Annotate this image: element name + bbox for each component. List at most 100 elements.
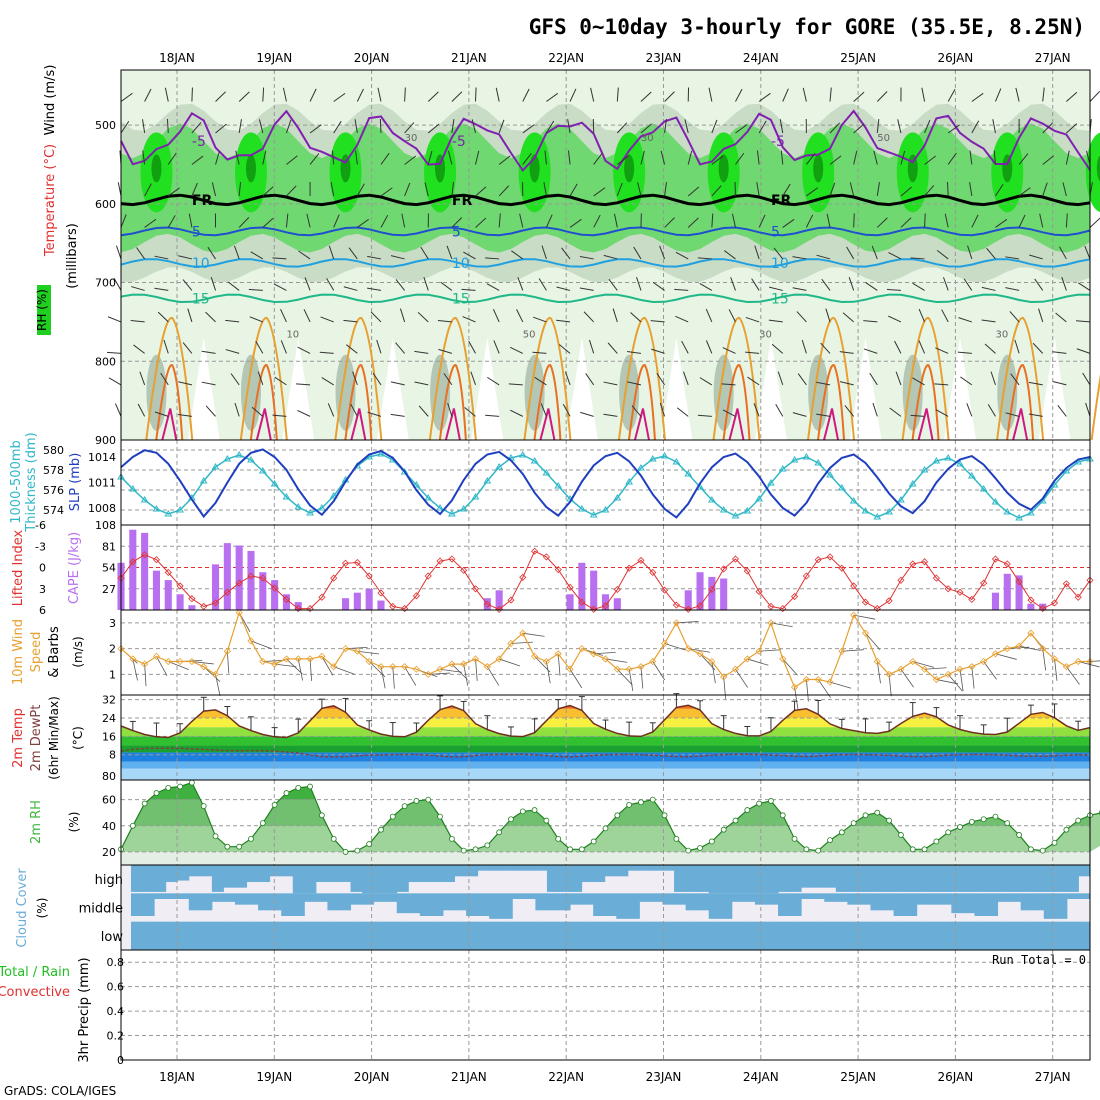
- cloud-bar: [419, 865, 432, 882]
- wind-barb: [485, 257, 500, 260]
- lifted-index-marker: [1050, 599, 1059, 607]
- wind-barb: [651, 348, 665, 354]
- wind-speed-marker: [885, 670, 893, 678]
- cloud-bar: [292, 865, 305, 894]
- temperature-contour-30: [444, 408, 461, 441]
- cloud-bar: [546, 921, 560, 950]
- bottom-date-labels: 18JAN 19JAN 20JAN 21JAN 22JAN 23JAN 24JAN 25JAN…: [159, 1070, 1070, 1084]
- cloud-bar: [662, 893, 675, 905]
- precip-tick-label: 0.8: [107, 956, 125, 969]
- temperature-contour-label: FR: [771, 193, 792, 209]
- cross-section-panel: -5 -5 -5 FR FR FR 5 5 5 10 10 10 15 15 15 10 30 50 30 30 50 3…: [35, 65, 1100, 447]
- thickness-marker: [719, 506, 728, 513]
- wind-barb: [617, 155, 629, 165]
- wind-barb: [420, 246, 429, 260]
- cape-bar: [684, 590, 692, 610]
- wind-barb: [681, 340, 689, 354]
- wind-barb: [735, 88, 743, 102]
- rh2m-marker: [815, 847, 822, 854]
- cloud-bar: [1066, 921, 1079, 950]
- temperature-contour-20: [428, 316, 477, 441]
- wind-barb: [166, 118, 169, 134]
- wind-barb: [437, 320, 452, 323]
- cloud-bar: [131, 921, 144, 950]
- wind-barb: [227, 281, 240, 291]
- wind-barb: [1034, 278, 1044, 291]
- wind-barb: [603, 254, 618, 260]
- cloud-bar: [801, 865, 814, 888]
- cloud-bar: [824, 921, 837, 950]
- wind-barb: [461, 288, 476, 291]
- wind-speed-marker: [601, 655, 610, 663]
- cloud-bar: [431, 893, 444, 916]
- cape-bar: [247, 550, 255, 610]
- lifted-index-marker: [932, 574, 940, 582]
- thickness-marker: [412, 481, 421, 488]
- cape-bar: [223, 543, 231, 610]
- wind-barb: [853, 614, 876, 620]
- wind-barb: [498, 155, 511, 165]
- cape-bar: [152, 570, 160, 610]
- cloud-bar: [304, 921, 317, 950]
- cloud-bar: [338, 865, 352, 882]
- thickness-marker: [613, 494, 622, 501]
- wind-barb: [1076, 320, 1091, 323]
- cloud-bar: [466, 893, 479, 916]
- cloud-bar: [997, 921, 1010, 950]
- thickness-marker: [518, 451, 527, 458]
- cloud-bar: [1032, 865, 1045, 892]
- rh-cell-core: [718, 154, 729, 183]
- thickness-marker: [400, 468, 409, 475]
- wind-barb: [1042, 182, 1048, 197]
- wind-barb: [395, 279, 406, 291]
- cloud-bar: [824, 865, 837, 888]
- cloud-bar: [731, 865, 744, 894]
- rh-cell-core: [624, 154, 635, 183]
- wind-barb: [990, 371, 996, 386]
- wind-speed-marker: [412, 665, 420, 673]
- cloud-bar: [858, 893, 871, 905]
- wind-barb: [924, 155, 937, 165]
- cloud-bar: [778, 865, 791, 892]
- wind-barb: [995, 183, 1004, 197]
- rh2m-marker: [921, 846, 928, 853]
- cloud-bar: [939, 865, 952, 892]
- lifted-index-marker: [755, 588, 763, 596]
- wind-barb: [876, 91, 888, 102]
- wind-speed-marker: [1027, 629, 1035, 637]
- precip-tick-label: 0.6: [107, 981, 125, 994]
- cloud-bar: [1066, 865, 1079, 892]
- cloud-bar: [997, 865, 1010, 892]
- lifted-index-marker: [720, 565, 728, 573]
- cloud-bar: [512, 865, 525, 871]
- wind-barb: [470, 371, 476, 386]
- lifted-index-marker: [519, 573, 527, 581]
- cloud-bar: [477, 865, 490, 871]
- cape-bar: [271, 580, 279, 610]
- wind-barb: [792, 412, 807, 417]
- thickness-marker: [908, 480, 917, 487]
- wind-barb: [333, 214, 340, 228]
- date-label-bottom: 27JAN: [1035, 1070, 1071, 1084]
- cloud-bar: [234, 921, 248, 950]
- date-label-bottom: 26JAN: [938, 1070, 974, 1084]
- wind-tick-label: 2: [109, 643, 116, 656]
- cloud-bar: [789, 865, 802, 892]
- lifted-index-marker: [779, 605, 787, 613]
- temperature-contour-20: [334, 316, 383, 441]
- rh-contour-label: 50: [877, 133, 890, 144]
- wind-barb: [652, 281, 665, 291]
- wind-barb: [910, 414, 925, 417]
- wind-speed-marker: [211, 670, 220, 678]
- rh2m-marker: [224, 843, 231, 850]
- wind-barb: [1042, 648, 1047, 671]
- cloud-bar: [362, 893, 375, 905]
- wind-barb: [756, 150, 760, 165]
- wind-barb: [876, 661, 881, 684]
- lifted-index-marker: [318, 593, 326, 601]
- cape-bar: [613, 598, 621, 610]
- wind-barb: [414, 350, 429, 354]
- cloud-bar: [1043, 921, 1056, 950]
- rh-cell-core: [813, 154, 824, 183]
- date-label-top: 27JAN: [1035, 51, 1071, 65]
